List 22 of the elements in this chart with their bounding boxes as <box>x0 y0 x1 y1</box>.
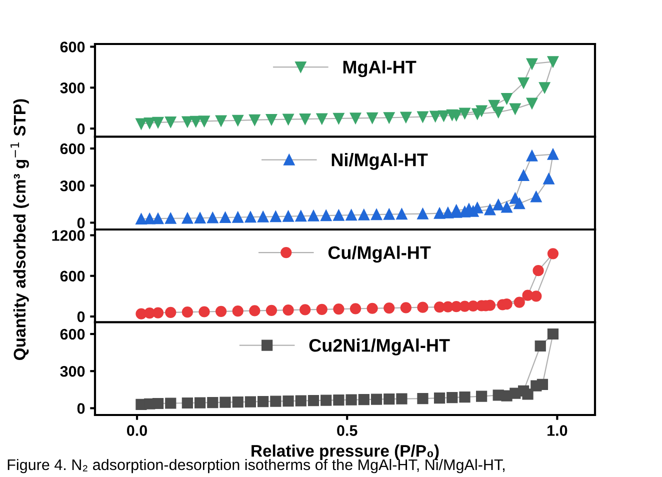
y-tick-label: 300 <box>60 366 85 377</box>
y-tick-label: 300 <box>60 180 85 192</box>
x-tick-label: 1.0 <box>548 425 568 436</box>
y-tick-label: 600 <box>60 328 85 340</box>
y-tick-label: 600 <box>60 143 85 154</box>
y-tick-label: 0 <box>77 403 85 414</box>
y-tick-label: 600 <box>60 42 85 52</box>
caption: Figure 4. N₂ adsorption-desorption isotherms of the MgAl-HT, Ni/MgAl-HT, <box>8 458 504 474</box>
y-axis-title: Quantity adsorbed (cm³ g$^{−1}$ STP) <box>10 99 29 360</box>
legend-label: Cu2Ni1/MgAl-HT <box>309 338 450 356</box>
x-tick-label: 0.0 <box>127 425 148 436</box>
y-tick-label: 0 <box>77 311 85 322</box>
y-tick-label: 600 <box>60 270 85 282</box>
x-tick-label: 0.5 <box>337 425 358 436</box>
y-tick-label: 1200 <box>52 230 85 241</box>
legend-label: MgAl-HT <box>343 60 416 78</box>
y-tick-label: 0 <box>77 123 85 134</box>
x-axis-title: Relative pressure (P/P₀) <box>252 444 439 460</box>
y-tick-label: 300 <box>60 82 85 94</box>
y-tick-label: 0 <box>77 218 85 228</box>
legend-label: Cu/MgAl-HT <box>328 246 431 263</box>
legend-label: Ni/MgAl-HT <box>332 153 428 170</box>
